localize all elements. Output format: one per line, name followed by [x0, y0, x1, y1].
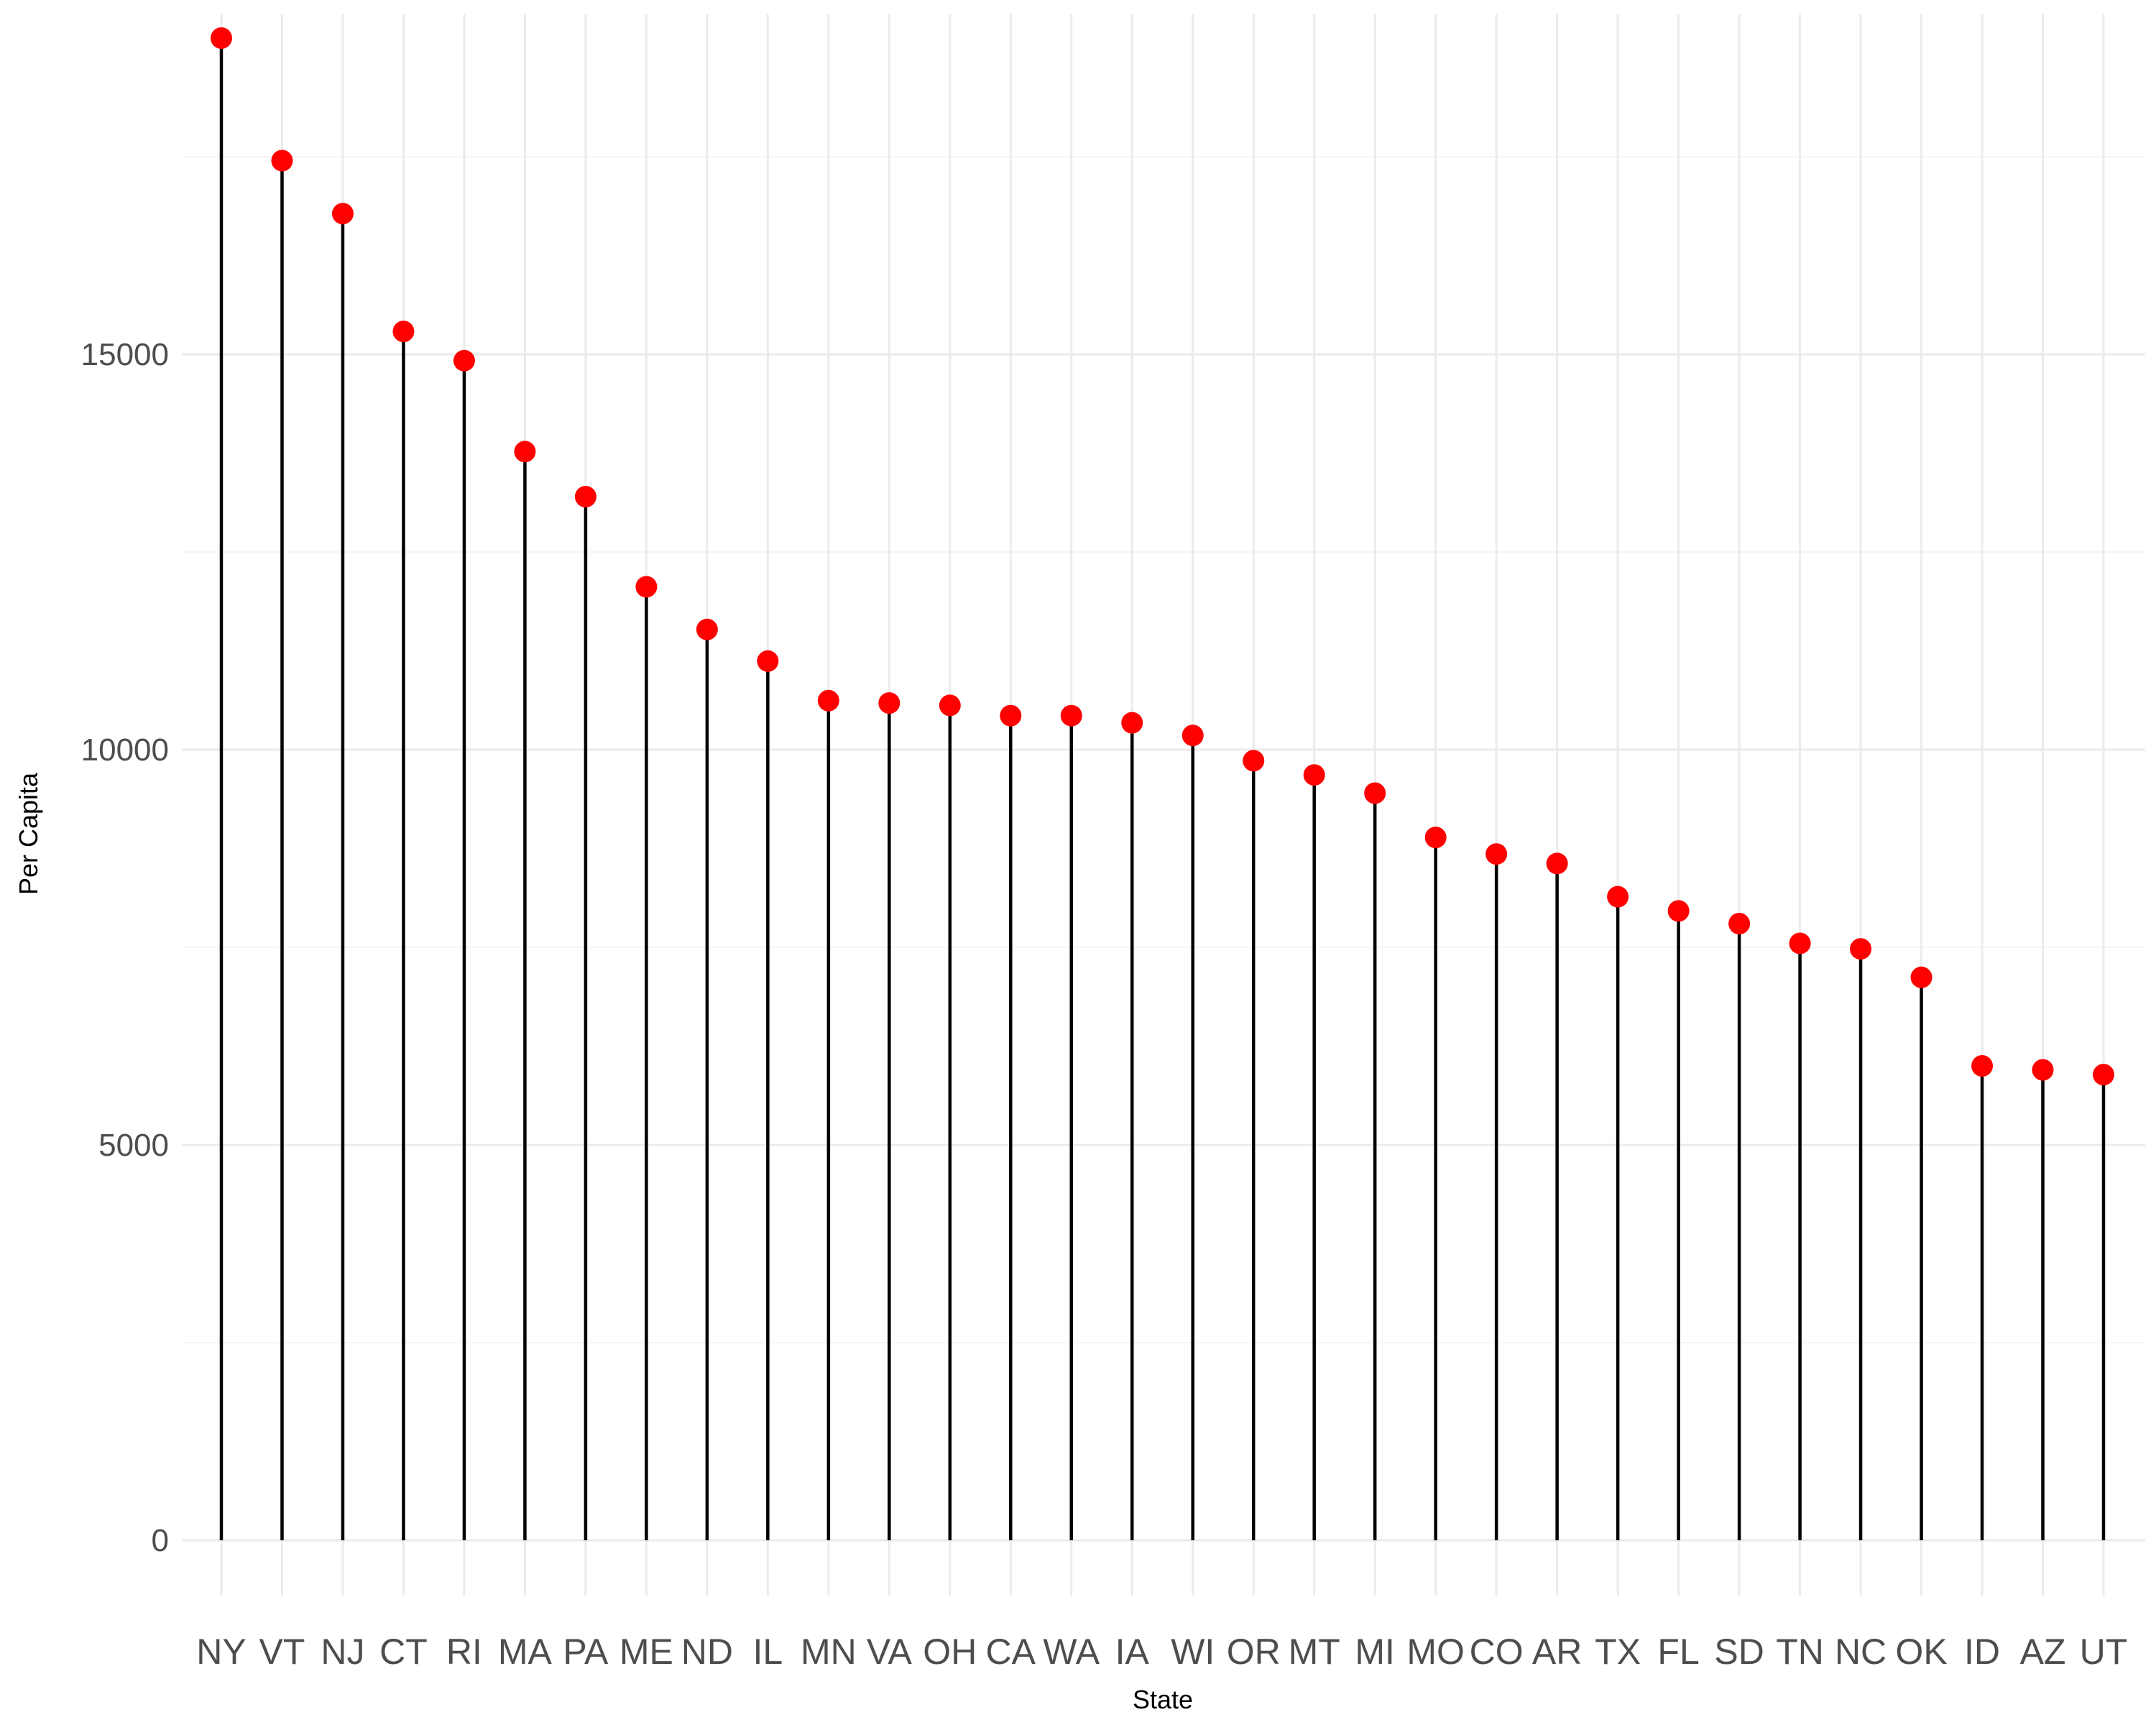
point-VA [878, 692, 900, 714]
x-tick-label: ME [619, 1632, 673, 1672]
x-tick-label: AR [1532, 1632, 1582, 1672]
x-tick-label: IL [753, 1632, 783, 1672]
x-tick-label: MI [1355, 1632, 1395, 1672]
point-ME [635, 576, 658, 598]
x-tick-label: NY [196, 1632, 246, 1672]
x-tick-label: CT [379, 1632, 428, 1672]
point-NJ [331, 203, 354, 225]
stems [219, 38, 2106, 1540]
point-AZ [2032, 1059, 2054, 1081]
y-tick-label: 15000 [81, 337, 169, 372]
x-tick-label: CO [1470, 1632, 1524, 1672]
point-MT [1303, 764, 1325, 786]
y-tick-label: 0 [152, 1523, 169, 1558]
x-tick-label: RI [446, 1632, 482, 1672]
point-AR [1546, 852, 1568, 875]
point-WI [1181, 724, 1204, 747]
y-axis-ticks: 0 5000 10000 15000 [81, 337, 169, 1558]
x-tick-label: NC [1835, 1632, 1886, 1672]
x-tick-label: OH [923, 1632, 977, 1672]
x-tick-label: ND [681, 1632, 733, 1672]
point-IL [757, 650, 779, 672]
x-tick-label: OK [1895, 1632, 1947, 1672]
x-axis-ticks: NY VT NJ CT RI MA PA ME ND IL MN VA OH CA WA IA WI OR MT MI… [196, 1632, 2127, 1672]
x-tick-label: TN [1776, 1632, 1824, 1672]
x-tick-label: VT [259, 1632, 305, 1672]
x-tick-label: MT [1289, 1632, 1340, 1672]
x-tick-label: ID [1964, 1632, 2000, 1672]
point-ID [1971, 1055, 1994, 1077]
x-tick-label: CA [986, 1632, 1036, 1672]
x-tick-label: WA [1043, 1632, 1100, 1672]
x-tick-label: SD [1714, 1632, 1764, 1672]
x-tick-label: PA [563, 1632, 609, 1672]
y-tick-label: 5000 [98, 1128, 169, 1163]
y-tick-label: 10000 [81, 732, 169, 768]
x-tick-label: TX [1595, 1632, 1641, 1672]
point-NY [211, 27, 232, 49]
point-MI [1364, 782, 1386, 804]
x-tick-label: NJ [321, 1632, 364, 1672]
point-CA [1000, 704, 1022, 727]
x-tick-label: MA [498, 1632, 553, 1672]
x-tick-label: UT [2080, 1632, 2128, 1672]
point-SD [1728, 913, 1751, 934]
point-CT [392, 321, 415, 343]
y-axis-title: Per Capita [14, 772, 43, 895]
point-RI [453, 349, 475, 372]
point-OK [1910, 966, 1932, 988]
point-PA [574, 486, 596, 507]
point-OR [1243, 750, 1265, 772]
x-tick-label: OR [1227, 1632, 1281, 1672]
x-tick-label: FL [1657, 1632, 1699, 1672]
point-TN [1789, 932, 1811, 954]
point-OH [939, 694, 961, 717]
points [211, 27, 2114, 1086]
point-MA [514, 441, 536, 463]
x-tick-label: MN [801, 1632, 857, 1672]
point-CO [1485, 843, 1508, 865]
point-IA [1121, 712, 1143, 734]
point-ND [696, 618, 718, 640]
point-WA [1060, 704, 1082, 727]
point-UT [2093, 1064, 2114, 1086]
point-FL [1667, 900, 1690, 922]
x-tick-label: WI [1171, 1632, 1215, 1672]
x-tick-label: VA [867, 1632, 913, 1672]
x-axis-title: State [1133, 1685, 1193, 1714]
grid [182, 14, 2145, 1596]
point-MN [817, 689, 839, 712]
x-tick-label: MO [1406, 1632, 1465, 1672]
point-TX [1607, 886, 1629, 908]
point-NC [1850, 938, 1872, 960]
x-tick-label: IA [1115, 1632, 1150, 1672]
point-VT [271, 150, 293, 172]
point-MO [1424, 827, 1447, 849]
x-tick-label: AZ [2020, 1632, 2066, 1672]
